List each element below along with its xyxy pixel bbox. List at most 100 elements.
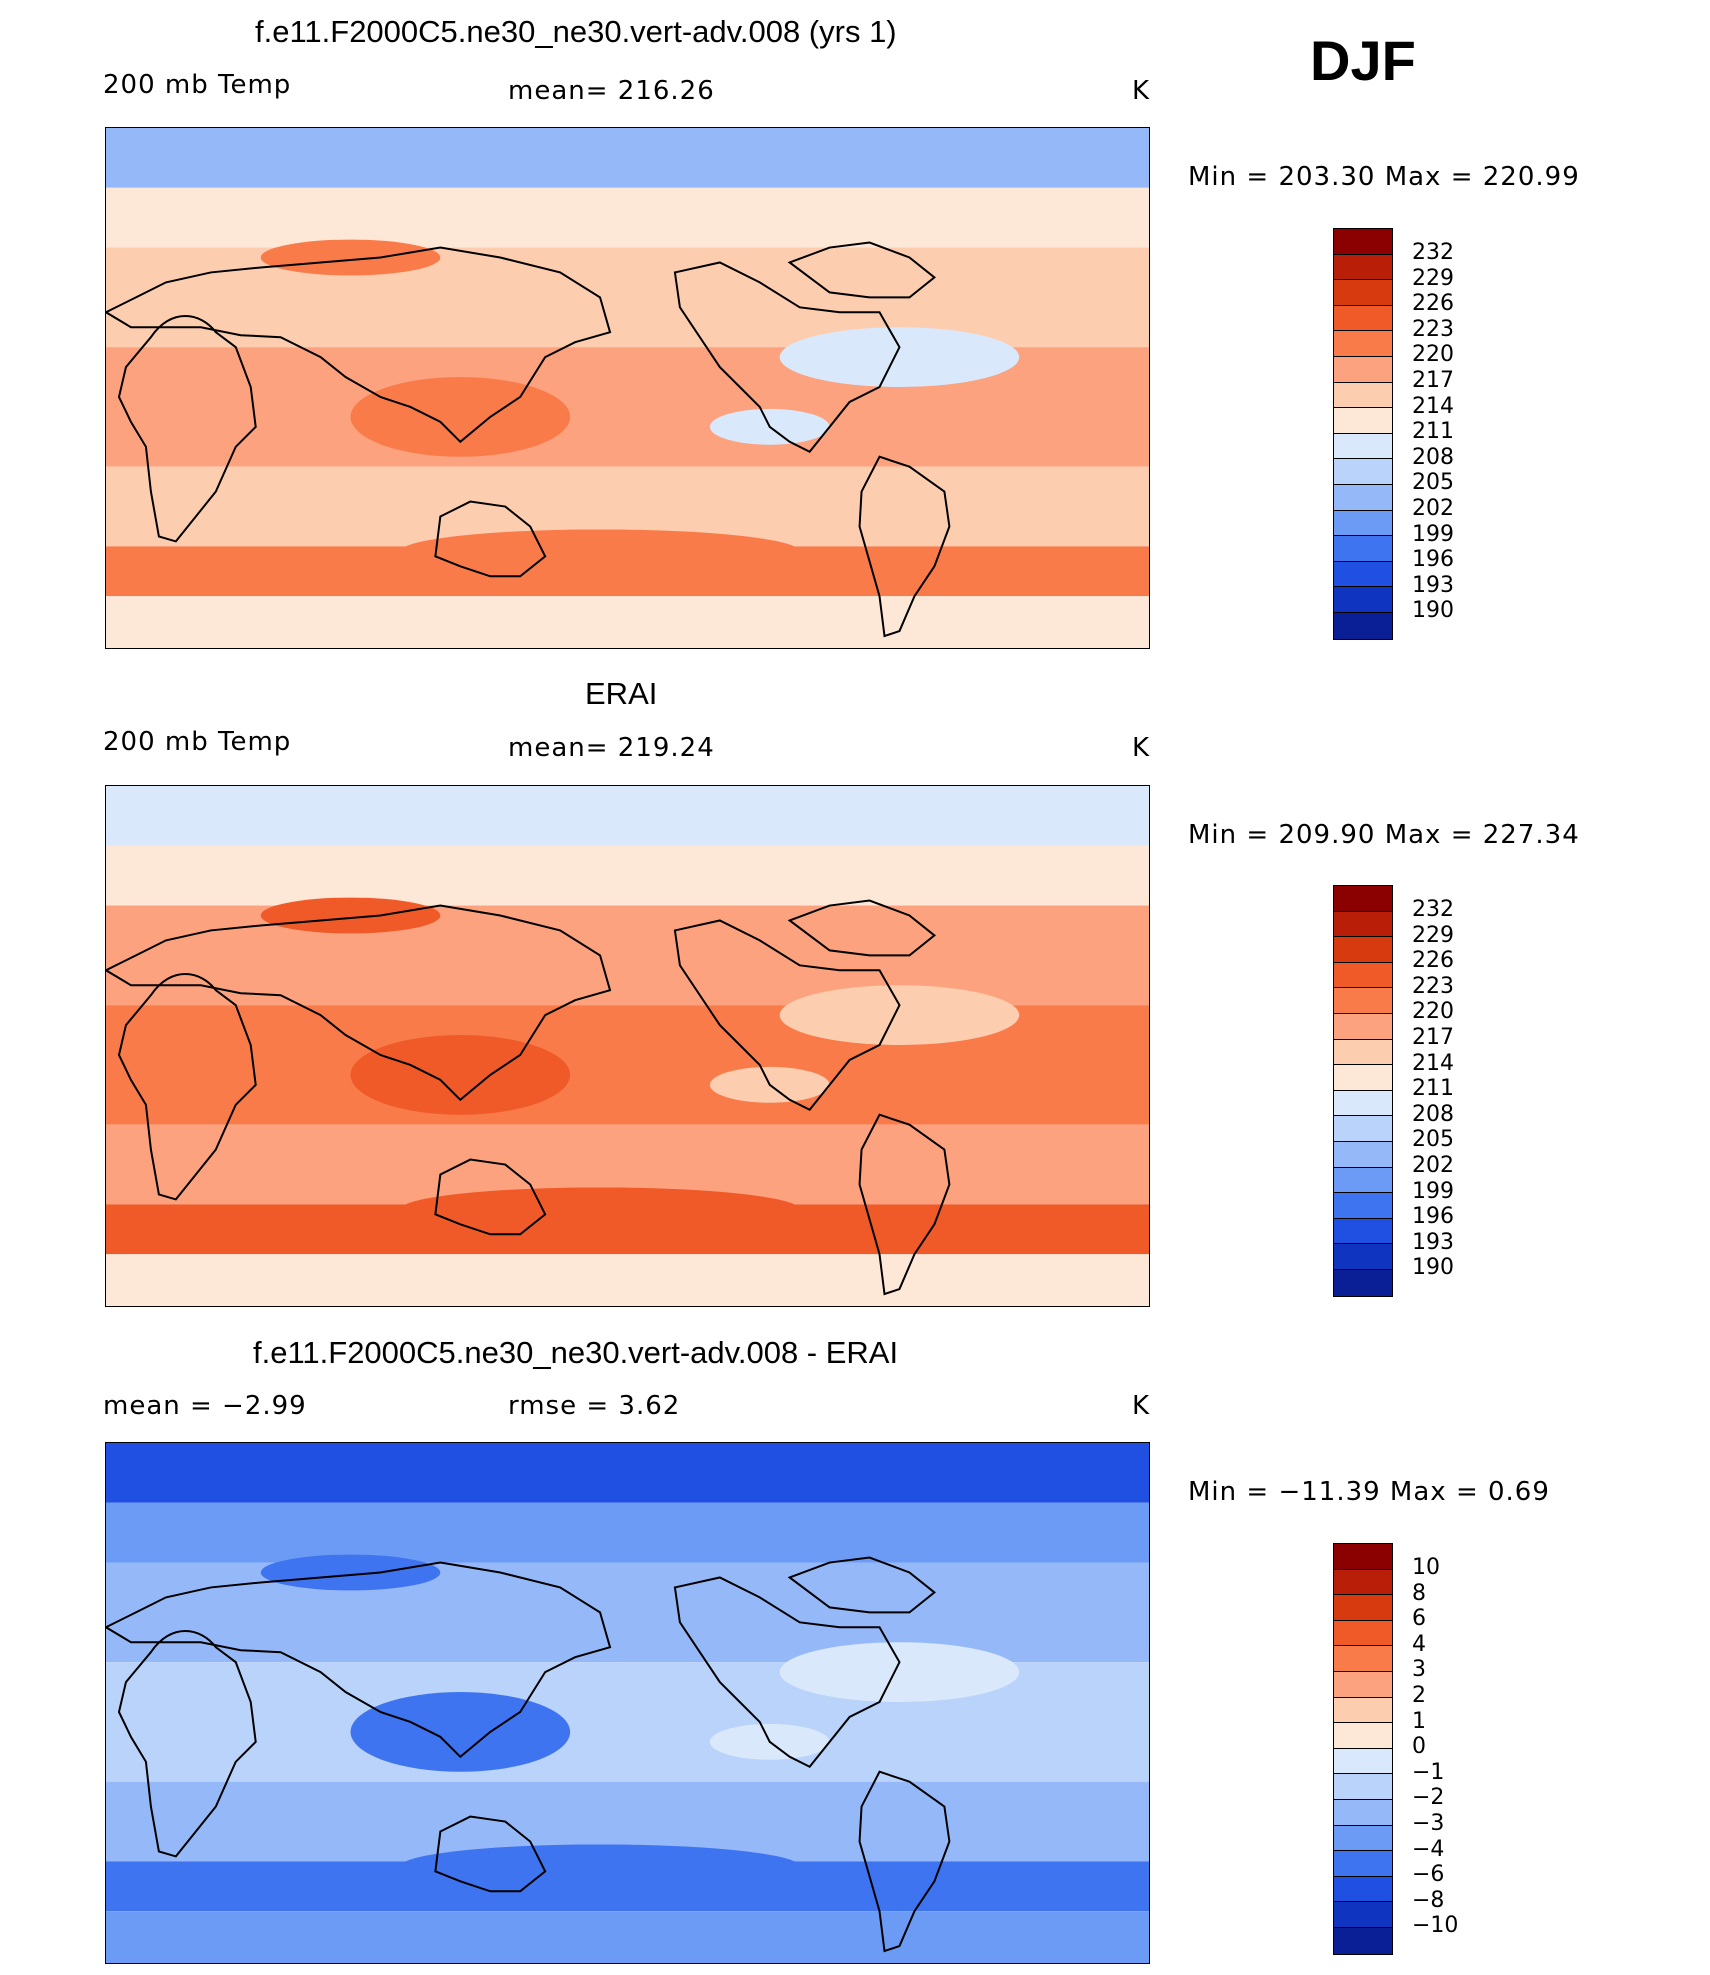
colorbar-tick-label: 232 xyxy=(1412,897,1454,922)
colorbar-swatch xyxy=(1334,433,1392,460)
panel-title: ERAI xyxy=(585,676,658,711)
coastline xyxy=(858,455,951,638)
colorbar-swatch xyxy=(1334,1544,1392,1570)
minmax-label: Min = −11.39 Max = 0.69 xyxy=(1188,1477,1550,1507)
rmse-label: rmse = 3.62 xyxy=(508,1391,681,1421)
colorbar-swatch xyxy=(1334,1141,1392,1168)
contour-band xyxy=(106,1502,1149,1563)
colorbar xyxy=(1333,1543,1393,1955)
colorbar-tick-label: 226 xyxy=(1412,291,1454,317)
colorbar-tick-label: 193 xyxy=(1412,1229,1454,1255)
colorbar-tick-label: −10 xyxy=(1412,1913,1459,1939)
coastline xyxy=(787,1556,937,1614)
units-label: K xyxy=(1132,733,1151,763)
contour-band xyxy=(106,1562,1149,1663)
colorbar-swatch xyxy=(1334,1090,1392,1117)
map-panel xyxy=(105,785,1150,1307)
colorbar-swatch xyxy=(1334,229,1392,255)
left-label: 200 mb Temp xyxy=(103,727,292,757)
contour-blob xyxy=(260,897,441,934)
colorbar-swatch xyxy=(1334,1902,1392,1928)
colorbar-swatch xyxy=(1334,356,1392,383)
minmax-label: Min = 203.30 Max = 220.99 xyxy=(1188,162,1580,192)
contour-band xyxy=(106,905,1149,1006)
colorbar-swatch xyxy=(1334,536,1392,562)
contour-blob xyxy=(400,529,800,574)
colorbar-swatch xyxy=(1334,1039,1392,1066)
colorbar-swatch xyxy=(1334,962,1392,989)
minmax-label: Min = 209.90 Max = 227.34 xyxy=(1188,820,1580,850)
mean-label: mean= 219.24 xyxy=(508,733,715,763)
colorbar-tick-label: 214 xyxy=(1412,1050,1454,1076)
colorbar-swatch xyxy=(1334,1671,1392,1698)
colorbar-tick-label: 8 xyxy=(1412,1580,1426,1606)
colorbar-swatch xyxy=(1334,1723,1392,1749)
coastline xyxy=(106,904,612,1102)
colorbar-tick-label: 223 xyxy=(1412,973,1454,999)
colorbar-swatch xyxy=(1334,561,1392,588)
coastline xyxy=(106,246,612,444)
map-panel xyxy=(105,1442,1150,1964)
colorbar-swatch xyxy=(1334,459,1392,485)
contour-blob xyxy=(350,1035,571,1115)
colorbar-swatch xyxy=(1334,988,1392,1014)
contour-band xyxy=(106,128,1149,188)
colorbar-tick-label: −8 xyxy=(1412,1887,1445,1913)
contour-blob xyxy=(400,1187,800,1232)
colorbar-swatch xyxy=(1334,1065,1392,1091)
colorbar-swatch xyxy=(1334,1799,1392,1826)
colorbar-tick-label: 211 xyxy=(1412,1076,1454,1102)
colorbar xyxy=(1333,228,1393,640)
colorbar-tick-label: 196 xyxy=(1412,1204,1454,1230)
contour-band xyxy=(106,596,1149,648)
colorbar-tick-label: 220 xyxy=(1412,999,1454,1025)
colorbar-swatch xyxy=(1334,1595,1392,1621)
colorbar-tick-label: 229 xyxy=(1412,922,1454,948)
colorbar-tick-label: 2 xyxy=(1412,1683,1426,1708)
colorbar-swatch xyxy=(1334,1876,1392,1903)
colorbar-swatch xyxy=(1334,1218,1392,1245)
coastline xyxy=(673,261,901,454)
colorbar-swatch xyxy=(1334,1620,1392,1647)
coastline xyxy=(434,1158,547,1236)
colorbar-swatch xyxy=(1334,1244,1392,1270)
coastline xyxy=(117,1630,257,1858)
colorbar-tick-label: 202 xyxy=(1412,496,1454,521)
contour-map xyxy=(106,786,1149,1306)
colorbar-tick-label: 0 xyxy=(1412,1734,1426,1760)
contour-blob xyxy=(779,985,1020,1046)
coastline xyxy=(858,1113,951,1296)
colorbar-tick-label: 217 xyxy=(1412,1025,1454,1050)
colorbar-tick-label: 1 xyxy=(1412,1708,1426,1734)
coastline xyxy=(858,1770,951,1953)
contour-band xyxy=(106,187,1149,248)
map-panel xyxy=(105,127,1150,649)
colorbar-swatch xyxy=(1334,886,1392,912)
colorbar-swatch xyxy=(1334,1851,1392,1877)
contour-blob xyxy=(400,1844,800,1889)
colorbar-swatch xyxy=(1334,382,1392,409)
colorbar-tick-label: 214 xyxy=(1412,393,1454,419)
colorbar-swatch xyxy=(1334,612,1392,639)
contour-band xyxy=(106,1254,1149,1306)
colorbar-tick-label: −4 xyxy=(1412,1836,1445,1862)
coastline xyxy=(673,1576,901,1769)
contour-map xyxy=(106,1443,1149,1963)
colorbar-tick-label: 220 xyxy=(1412,342,1454,368)
units-label: K xyxy=(1132,76,1151,106)
colorbar-tick-label: −3 xyxy=(1412,1811,1445,1836)
colorbar-swatch xyxy=(1334,280,1392,306)
mean-label: mean= 216.26 xyxy=(508,76,715,106)
colorbar-swatch xyxy=(1334,1697,1392,1724)
contour-band xyxy=(106,1911,1149,1963)
colorbar-tick-label: −6 xyxy=(1412,1862,1445,1888)
contour-blob xyxy=(350,377,571,457)
colorbar-tick-label: 208 xyxy=(1412,1101,1454,1127)
colorbar-swatch xyxy=(1334,911,1392,938)
contour-blob xyxy=(779,327,1020,388)
colorbar-swatch xyxy=(1334,1774,1392,1800)
colorbar-tick-label: 211 xyxy=(1412,419,1454,445)
units-label: K xyxy=(1132,1391,1151,1421)
colorbar-swatch xyxy=(1334,254,1392,281)
colorbar-tick-label: 205 xyxy=(1412,1127,1454,1153)
